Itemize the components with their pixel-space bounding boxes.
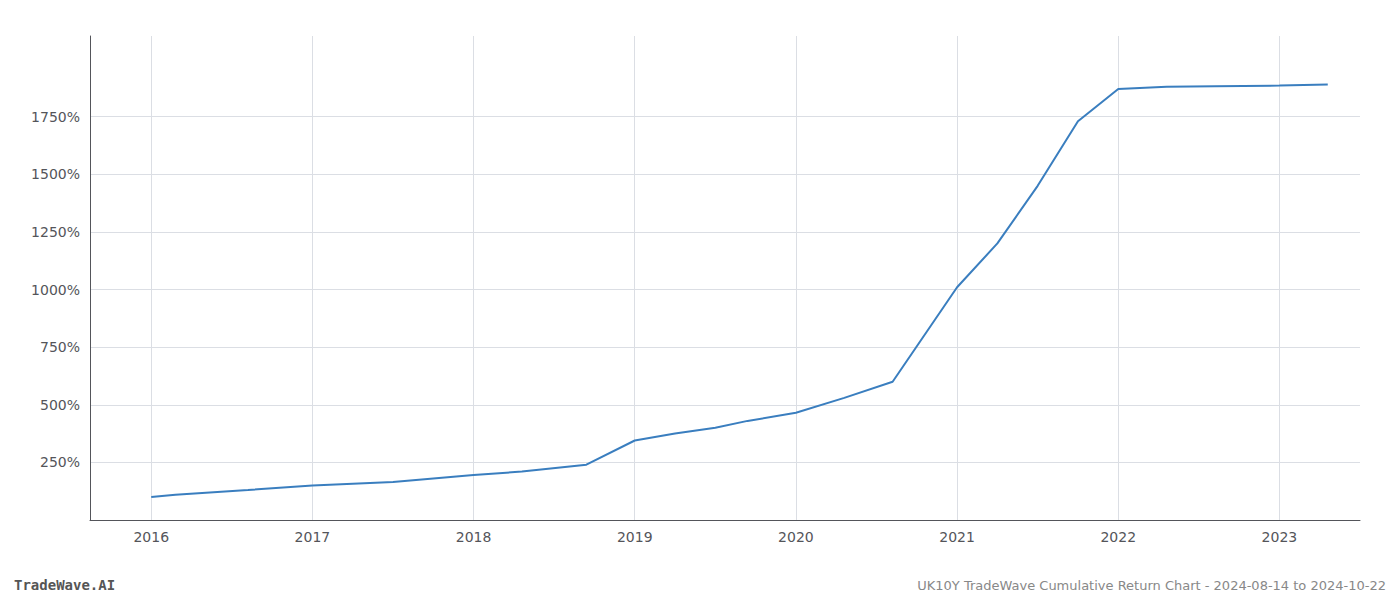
svg-text:TradeWave.AI: TradeWave.AI	[14, 577, 115, 593]
svg-text:500%: 500%	[40, 397, 80, 413]
svg-text:2017: 2017	[295, 529, 331, 545]
svg-text:2020: 2020	[778, 529, 814, 545]
svg-text:1000%: 1000%	[31, 282, 80, 298]
svg-text:2021: 2021	[939, 529, 975, 545]
svg-text:2016: 2016	[133, 529, 169, 545]
svg-text:1250%: 1250%	[31, 224, 80, 240]
svg-text:2023: 2023	[1262, 529, 1298, 545]
svg-text:1750%: 1750%	[31, 109, 80, 125]
svg-text:2018: 2018	[456, 529, 492, 545]
svg-text:750%: 750%	[40, 339, 80, 355]
svg-text:2019: 2019	[617, 529, 653, 545]
svg-text:2022: 2022	[1100, 529, 1136, 545]
svg-text:UK10Y TradeWave Cumulative Ret: UK10Y TradeWave Cumulative Return Chart …	[917, 578, 1386, 593]
svg-text:1500%: 1500%	[31, 166, 80, 182]
svg-text:250%: 250%	[40, 454, 80, 470]
